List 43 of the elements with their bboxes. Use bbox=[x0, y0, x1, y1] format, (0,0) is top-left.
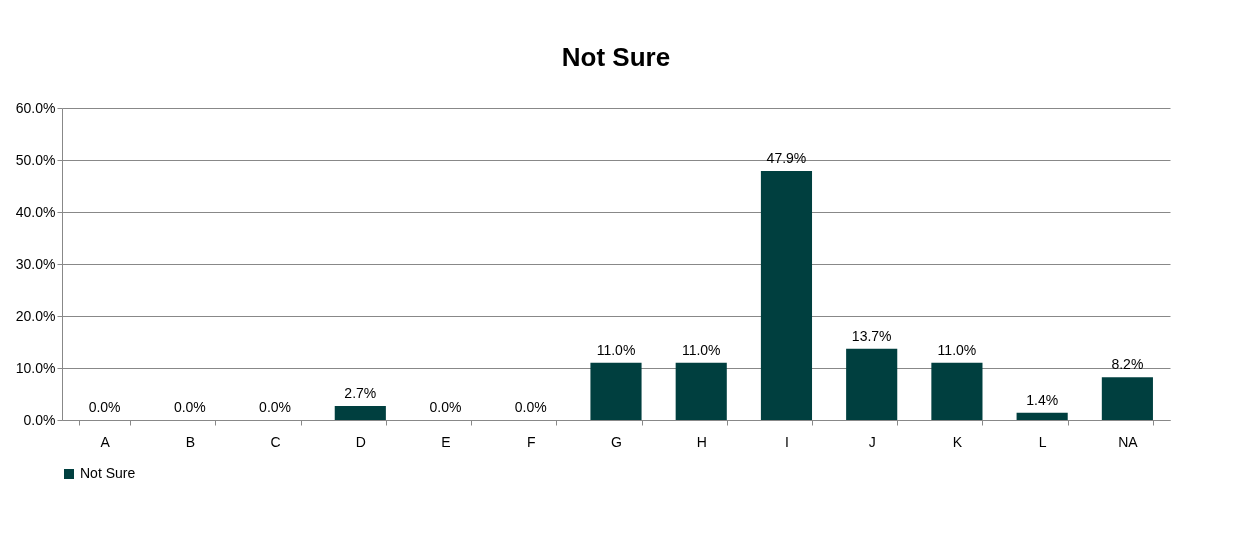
y-tick-label: 60.0% bbox=[15, 99, 56, 116]
bar bbox=[590, 362, 642, 420]
bar bbox=[1016, 412, 1068, 420]
x-tick-label: E bbox=[441, 433, 451, 450]
data-label: 11.0% bbox=[596, 341, 636, 358]
y-tick-label: 50.0% bbox=[15, 151, 56, 168]
bar bbox=[846, 348, 898, 420]
x-tick-label: B bbox=[185, 433, 196, 450]
data-label: 0.0% bbox=[88, 399, 121, 415]
x-tick-label: F bbox=[526, 433, 536, 450]
data-label: 47.9% bbox=[766, 149, 807, 166]
bar bbox=[334, 405, 386, 420]
y-tick-label: 20.0% bbox=[15, 307, 56, 324]
y-tick-label: 40.0% bbox=[15, 203, 56, 220]
y-tick-label: 10.0% bbox=[15, 359, 56, 376]
data-label: 13.7% bbox=[851, 327, 892, 344]
data-label: 8.2% bbox=[1111, 356, 1144, 373]
x-tick-label: D bbox=[355, 433, 366, 450]
x-tick-label: J bbox=[868, 433, 876, 450]
x-tick-label: K bbox=[952, 433, 963, 450]
data-label: 0.0% bbox=[514, 399, 547, 415]
data-label: 2.7% bbox=[344, 384, 377, 401]
x-tick-label: I bbox=[785, 433, 789, 450]
chart-title: Not Sure bbox=[561, 42, 671, 72]
x-tick-label: C bbox=[270, 433, 281, 450]
data-label: 0.0% bbox=[173, 399, 206, 415]
bar bbox=[675, 362, 727, 420]
x-tick-label: NA bbox=[1118, 433, 1139, 450]
y-tick-label: 30.0% bbox=[15, 255, 56, 272]
bar bbox=[931, 362, 983, 420]
x-tick-label: G bbox=[611, 433, 622, 450]
data-label: 11.0% bbox=[937, 341, 977, 358]
x-tick-label: A bbox=[100, 433, 111, 450]
y-tick-label: 0.0% bbox=[23, 411, 56, 428]
x-tick-label: L bbox=[1038, 433, 1047, 450]
bar bbox=[760, 170, 813, 420]
legend-label: Not Sure bbox=[80, 465, 136, 481]
x-tick-label: H bbox=[696, 433, 707, 450]
data-label: 0.0% bbox=[429, 399, 462, 415]
bar bbox=[1101, 377, 1153, 420]
data-label: 0.0% bbox=[259, 399, 292, 415]
data-label: 11.0% bbox=[681, 341, 721, 358]
data-label: 1.4% bbox=[1026, 391, 1059, 408]
